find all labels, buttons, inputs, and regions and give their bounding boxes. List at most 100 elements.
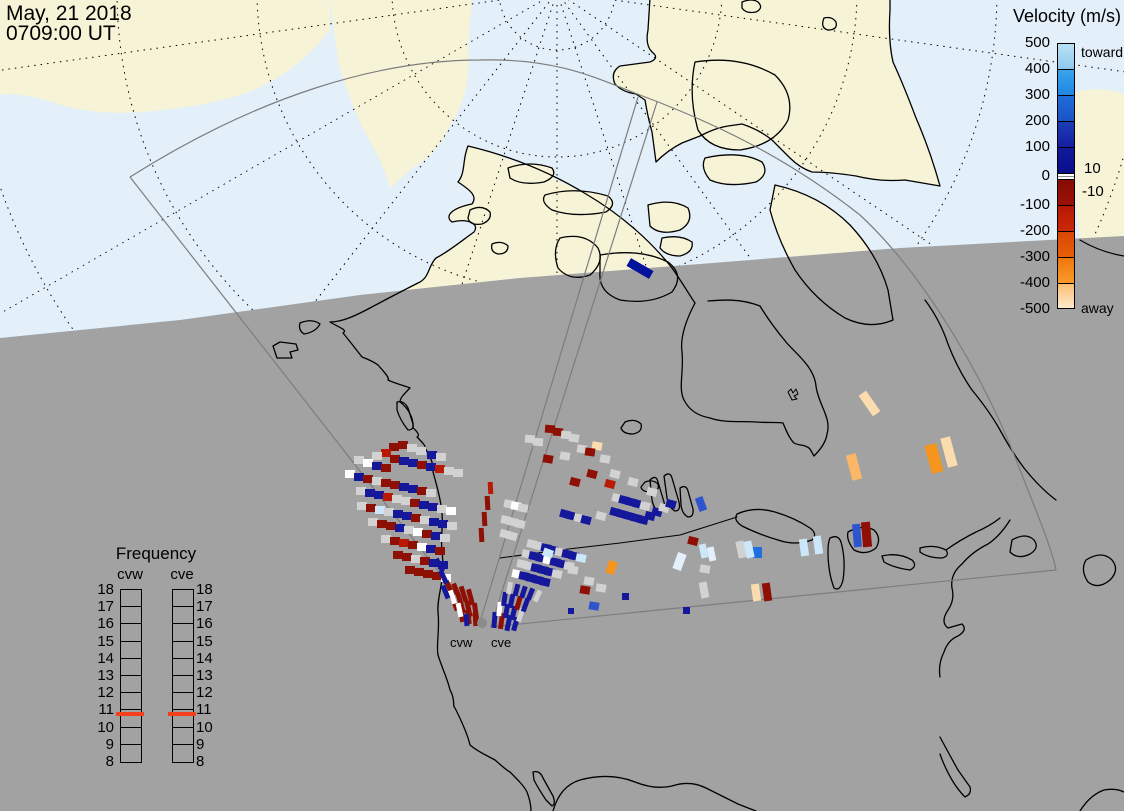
velocity-cell [408, 541, 418, 549]
velocity-cell [405, 566, 415, 574]
frequency-tick-label: 8 [105, 753, 114, 770]
frequency-bar-cell [173, 676, 193, 694]
velocity-cell [402, 553, 412, 561]
fov-cvw-right-edge [479, 96, 639, 623]
velocity-cell [595, 510, 607, 522]
velocity-cell [491, 611, 498, 629]
frequency-bar-cell [121, 676, 141, 694]
frequency-tick-label: 16 [196, 615, 213, 633]
velocity-cell [683, 607, 690, 614]
velocity-colorbar-segment [1057, 43, 1075, 69]
velocity-cell [501, 591, 508, 607]
velocity-cell [940, 436, 958, 468]
velocity-cell [357, 502, 367, 510]
velocity-cell [434, 557, 445, 573]
frequency-col-cve-label: cve [170, 566, 194, 583]
velocity-cell [622, 593, 629, 600]
velocity-tick-label: -200 [1019, 222, 1050, 239]
land-baffin-east [1073, 89, 1124, 251]
toward-label: toward [1081, 44, 1124, 60]
velocity-cell [519, 585, 528, 599]
velocity-cell [743, 540, 755, 559]
velocity-cell [390, 537, 400, 545]
velocity-cell [544, 424, 556, 434]
velocity-cell [372, 477, 382, 485]
velocity-cell [417, 543, 427, 551]
velocity-colorbar-segment [1057, 121, 1075, 147]
velocity-cell [472, 611, 479, 627]
velocity-data-cells [345, 258, 958, 632]
frequency-bar-cell [121, 624, 141, 642]
velocity-cell [605, 559, 618, 576]
frequency-tick-label: 18 [196, 581, 213, 598]
velocity-cell [436, 453, 446, 461]
velocity-cell [420, 557, 430, 565]
velocity-cell [416, 447, 426, 455]
velocity-cell [514, 519, 526, 529]
velocity-colorbar-segment [1057, 95, 1075, 121]
velocity-colorbar-segment [1057, 179, 1075, 205]
night-region [0, 236, 1124, 811]
velocity-cell [559, 451, 571, 461]
frequency-bar-cve [172, 589, 194, 763]
velocity-cell [393, 510, 403, 518]
velocity-cell [706, 546, 717, 562]
velocity-cell [389, 443, 399, 451]
velocity-cell [672, 551, 687, 572]
frequency-tick-label: 13 [196, 667, 213, 684]
velocity-cell [506, 530, 518, 542]
velocity-cell [478, 527, 485, 543]
velocity-tick-label: -400 [1019, 274, 1050, 291]
velocity-cell [354, 456, 364, 464]
frequency-bar-cell [173, 745, 193, 762]
frequency-legend-title: Frequency [115, 544, 197, 563]
velocity-cell [588, 601, 600, 611]
velocity-cell [381, 479, 391, 487]
velocity-cell [584, 447, 596, 457]
velocity-cell [401, 497, 411, 505]
timestamp-date: May, 21 2018 [6, 2, 132, 25]
velocity-cell [505, 581, 514, 595]
velocity-cell [429, 559, 439, 567]
velocity-cell [860, 521, 873, 548]
velocity-cell [609, 468, 621, 480]
velocity-cell [426, 489, 436, 497]
velocity-cell [422, 530, 432, 538]
velocity-cell [438, 520, 448, 528]
site-label-cve: cve [491, 635, 512, 650]
velocity-cell [532, 589, 543, 603]
velocity-cell [345, 470, 355, 478]
velocity-cell [356, 487, 366, 495]
velocity-cell [447, 522, 457, 530]
away-label: away [1081, 300, 1114, 316]
velocity-colorbar-segment [1057, 173, 1075, 179]
frequency-tick-label: 15 [97, 632, 114, 650]
frequency-tick-label: 12 [196, 684, 213, 702]
velocity-cell [456, 597, 467, 615]
velocity-cell [520, 597, 531, 613]
velocity-tick-label: 400 [1024, 60, 1050, 77]
frequency-tick-label: 16 [97, 615, 114, 633]
velocity-cell [408, 485, 418, 493]
velocity-cell [417, 461, 427, 469]
frequency-tick-label: 10 [97, 718, 114, 736]
velocity-cell [487, 481, 494, 495]
frequency-bar-cell [121, 745, 141, 762]
velocity-colorbar-segment [1057, 205, 1075, 231]
frequency-tick-label: 18 [97, 581, 114, 598]
frequency-bar-cell [121, 693, 141, 711]
velocity-cell [366, 504, 376, 512]
velocity-cell [377, 520, 387, 528]
velocity-colorbar [1057, 43, 1075, 309]
velocity-cell [567, 565, 579, 575]
velocity-colorbar-segment [1057, 231, 1075, 257]
velocity-cell [410, 499, 420, 507]
velocity-cell [381, 449, 391, 457]
timestamp: May, 21 2018 0709:00 UT [6, 2, 132, 44]
velocity-cell [626, 258, 654, 279]
frequency-bar-cell [121, 710, 141, 728]
velocity-cell [399, 483, 409, 491]
velocity-cell [525, 587, 536, 601]
velocity-tick-label: 0 [1041, 167, 1050, 184]
